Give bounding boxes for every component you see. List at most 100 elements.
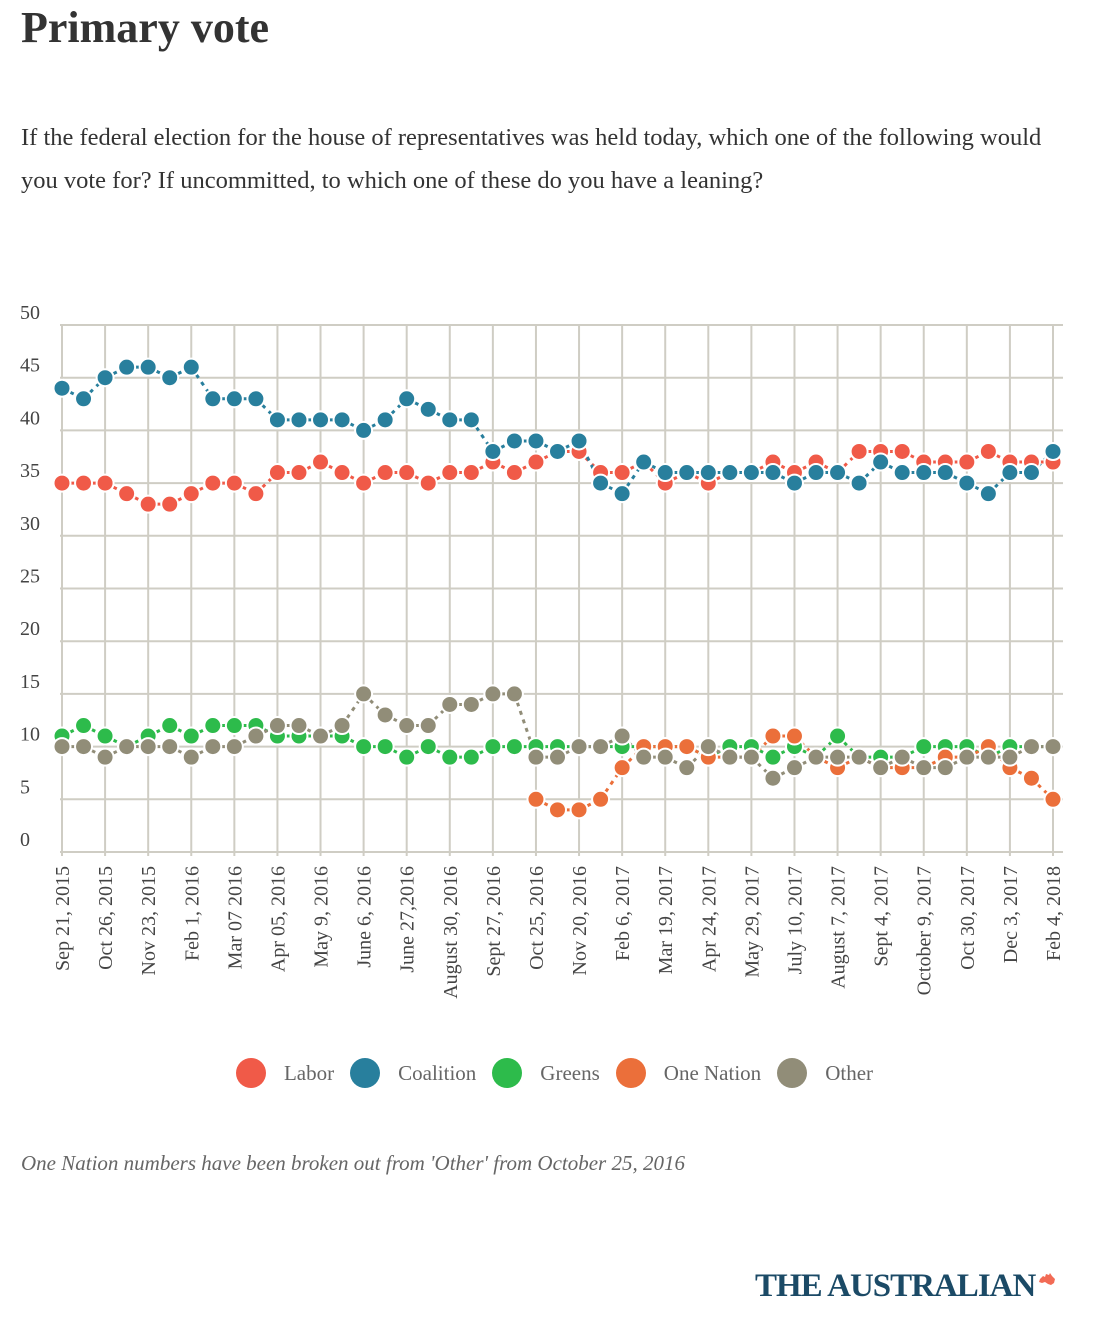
data-point-coalition[interactable] [548, 441, 567, 461]
data-point-other[interactable] [461, 694, 481, 714]
data-point-coalition[interactable] [763, 463, 783, 483]
data-point-coalition[interactable] [181, 357, 201, 377]
data-point-greens[interactable] [461, 747, 481, 767]
data-point-coalition[interactable] [828, 463, 848, 483]
data-point-other[interactable] [806, 747, 826, 767]
data-point-labor[interactable] [612, 463, 632, 483]
data-point-coalition[interactable] [569, 431, 589, 451]
data-point-coalition[interactable] [741, 463, 761, 483]
data-point-other[interactable] [1021, 737, 1041, 757]
data-point-greens[interactable] [74, 716, 94, 736]
data-point-coalition[interactable] [1021, 463, 1041, 483]
data-point-greens[interactable] [418, 737, 438, 757]
data-point-coalition[interactable] [397, 389, 417, 409]
data-point-other[interactable] [375, 705, 395, 725]
data-point-other[interactable] [332, 716, 352, 736]
data-point-labor[interactable] [461, 463, 481, 483]
data-point-other[interactable] [784, 758, 804, 778]
data-point-coalition[interactable] [914, 463, 934, 483]
data-point-coalition[interactable] [52, 378, 72, 398]
data-point-labor[interactable] [289, 463, 309, 483]
legend-item-coalition[interactable]: Coalition [350, 1058, 476, 1088]
data-point-coalition[interactable] [849, 473, 869, 493]
data-point-labor[interactable] [138, 494, 158, 514]
data-point-other[interactable] [677, 758, 697, 778]
data-point-coalition[interactable] [74, 389, 94, 409]
data-point-coalition[interactable] [418, 399, 438, 419]
data-point-other[interactable] [354, 684, 374, 704]
data-point-coalition[interactable] [698, 463, 718, 483]
data-point-labor[interactable] [957, 452, 977, 472]
data-point-coalition[interactable] [375, 410, 395, 430]
data-point-other[interactable] [95, 747, 115, 767]
data-point-coalition[interactable] [720, 463, 740, 483]
data-point-coalition[interactable] [526, 431, 546, 451]
data-point-other[interactable] [246, 726, 266, 746]
data-point-other[interactable] [871, 758, 891, 778]
data-point-one-nation[interactable] [1021, 768, 1041, 788]
data-point-greens[interactable] [504, 737, 524, 757]
data-point-coalition[interactable] [655, 463, 675, 483]
data-point-other[interactable] [1043, 737, 1063, 757]
data-point-greens[interactable] [224, 716, 244, 736]
data-point-coalition[interactable] [461, 410, 481, 430]
data-point-coalition[interactable] [138, 357, 158, 377]
data-point-other[interactable] [1000, 747, 1020, 767]
data-point-coalition[interactable] [1043, 441, 1063, 461]
data-point-coalition[interactable] [504, 431, 524, 451]
data-point-other[interactable] [655, 747, 675, 767]
data-point-coalition[interactable] [892, 463, 912, 483]
data-point-coalition[interactable] [267, 410, 287, 430]
data-point-other[interactable] [957, 747, 977, 767]
data-point-labor[interactable] [978, 441, 998, 461]
data-point-coalition[interactable] [311, 410, 331, 430]
data-point-other[interactable] [74, 737, 94, 757]
data-point-other[interactable] [311, 726, 331, 746]
data-point-other[interactable] [504, 684, 524, 704]
data-point-labor[interactable] [95, 473, 115, 493]
data-point-other[interactable] [741, 747, 761, 767]
data-point-other[interactable] [591, 737, 611, 757]
data-point-other[interactable] [828, 747, 848, 767]
data-point-one-nation[interactable] [763, 726, 783, 746]
data-point-labor[interactable] [160, 494, 180, 514]
data-point-greens[interactable] [375, 737, 395, 757]
data-point-labor[interactable] [504, 463, 524, 483]
data-point-labor[interactable] [892, 441, 912, 461]
data-point-other[interactable] [892, 747, 912, 767]
data-point-coalition[interactable] [806, 463, 826, 483]
data-point-one-nation[interactable] [591, 789, 611, 809]
data-point-labor[interactable] [311, 452, 331, 472]
data-point-coalition[interactable] [354, 420, 374, 440]
data-point-coalition[interactable] [784, 473, 804, 493]
data-point-coalition[interactable] [160, 368, 180, 388]
legend-item-one-nation[interactable]: One Nation [615, 1058, 761, 1088]
data-point-other[interactable] [569, 737, 589, 757]
legend-item-labor[interactable]: Labor [235, 1058, 334, 1088]
data-point-labor[interactable] [397, 463, 417, 483]
data-point-coalition[interactable] [332, 410, 352, 430]
data-point-other[interactable] [698, 737, 718, 757]
data-point-coalition[interactable] [95, 368, 115, 388]
data-point-other[interactable] [763, 768, 783, 788]
data-point-labor[interactable] [52, 473, 72, 493]
data-point-greens[interactable] [828, 726, 848, 746]
data-point-greens[interactable] [160, 716, 180, 736]
data-point-coalition[interactable] [591, 473, 611, 493]
data-point-greens[interactable] [181, 726, 201, 746]
data-point-one-nation[interactable] [784, 726, 804, 746]
data-point-one-nation[interactable] [569, 800, 589, 820]
data-point-labor[interactable] [74, 473, 94, 493]
data-point-other[interactable] [181, 747, 201, 767]
legend-item-other[interactable]: Other [777, 1058, 873, 1088]
data-point-other[interactable] [440, 694, 460, 714]
data-point-other[interactable] [52, 737, 72, 757]
data-point-other[interactable] [634, 747, 654, 767]
data-point-one-nation[interactable] [612, 758, 632, 778]
data-point-other[interactable] [526, 747, 546, 767]
data-point-coalition[interactable] [117, 357, 137, 377]
data-point-coalition[interactable] [483, 441, 503, 461]
data-point-labor[interactable] [224, 473, 244, 493]
data-point-coalition[interactable] [224, 389, 244, 409]
data-point-labor[interactable] [332, 463, 352, 483]
